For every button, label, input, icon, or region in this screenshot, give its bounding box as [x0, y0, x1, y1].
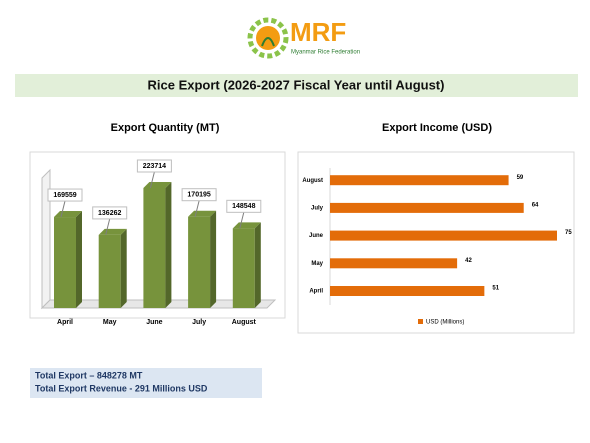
value-label: 223714 — [143, 163, 166, 170]
bar — [98, 228, 127, 308]
bar — [330, 230, 557, 241]
banner-title: Rice Export (2026-2027 Fiscal Year until… — [148, 77, 445, 92]
value-label: 59 — [517, 175, 524, 181]
bar — [330, 202, 524, 213]
y-tick-label: July — [311, 205, 324, 211]
bar-front — [188, 216, 211, 308]
logo-gear — [247, 17, 289, 59]
value-label: 136262 — [98, 210, 121, 217]
summary-line: Total Export Revenue - 291 Millions USD — [35, 383, 208, 393]
logo-text: MRF — [290, 17, 346, 47]
bar-side — [210, 210, 217, 308]
value-label: 75 — [565, 230, 572, 236]
y-tick-label: August — [302, 178, 323, 184]
bar — [330, 258, 458, 269]
label-box — [226, 199, 262, 213]
value-label: 51 — [492, 286, 499, 292]
summary-box — [30, 368, 262, 398]
chart-title: Export Quantity (MT) — [111, 122, 220, 134]
bar-front — [98, 234, 121, 308]
legend-label: USD (Millions) — [426, 320, 464, 326]
bar-side — [165, 182, 172, 308]
bar — [330, 175, 509, 186]
logo: MRF Myanmar Rice Federation — [247, 17, 360, 59]
bar — [54, 211, 82, 308]
summary-line: Total Export – 848278 MT — [35, 370, 143, 380]
bar — [143, 182, 172, 308]
x-tick-label: July — [192, 319, 206, 326]
value-label: 64 — [532, 202, 539, 208]
label-box — [181, 188, 217, 202]
x-tick-label: April — [57, 319, 73, 326]
legend-swatch — [418, 319, 423, 324]
chart-frame — [29, 151, 286, 319]
label-leader — [194, 200, 200, 217]
value-label: 148548 — [232, 203, 255, 210]
chart-frame — [297, 151, 575, 334]
label-leader — [60, 200, 66, 218]
label-box — [92, 206, 128, 220]
label-box — [136, 159, 172, 173]
bar-front — [143, 188, 166, 308]
label-leader — [239, 212, 245, 229]
bar — [330, 286, 485, 296]
bar-front — [232, 228, 255, 308]
x-tick-label: August — [232, 319, 257, 326]
y-tick-label: June — [309, 233, 324, 239]
chart-title: Export Income (USD) — [382, 122, 492, 134]
y-tick-label: May — [311, 261, 323, 267]
y-tick-label: April — [309, 289, 323, 295]
logo-plant — [261, 37, 275, 47]
value-label: 42 — [465, 258, 472, 264]
logo-tagline: Myanmar Rice Federation — [291, 50, 360, 56]
label-leader — [105, 218, 111, 236]
bar-front — [54, 217, 76, 308]
bar-side — [254, 222, 261, 308]
x-tick-label: May — [103, 319, 117, 326]
value-label: 170195 — [187, 192, 210, 199]
x-tick-label: June — [146, 319, 162, 326]
value-label: 169559 — [53, 192, 76, 199]
bar — [232, 222, 261, 308]
bar — [188, 210, 217, 308]
banner — [15, 74, 578, 97]
label-box — [47, 188, 83, 202]
label-leader — [149, 171, 155, 189]
bar-side — [76, 211, 82, 308]
bar-side — [120, 228, 127, 308]
